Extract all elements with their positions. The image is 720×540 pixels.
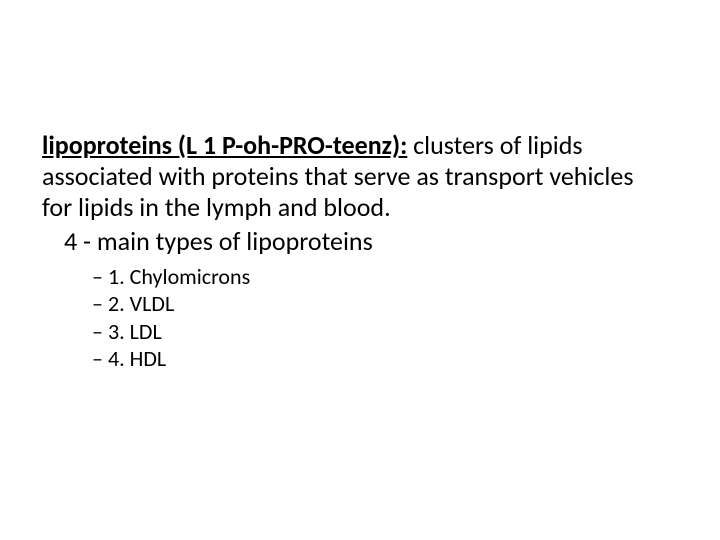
- subtitle-text: 4 - main types of lipoproteins: [42, 226, 660, 257]
- slide-body: lipoproteins (L 1 P-oh-PRO-teenz): clust…: [0, 0, 720, 540]
- list-item-text: 1. Chylomicrons: [108, 263, 250, 290]
- list-item: –1. Chylomicrons: [92, 263, 660, 291]
- list-item: –3. LDL: [92, 318, 660, 346]
- list-item: –4. HDL: [92, 345, 660, 373]
- types-list: –1. Chylomicrons –2. VLDL –3. LDL –4. HD…: [42, 263, 660, 373]
- bullet-dash-icon: –: [92, 290, 108, 318]
- list-item-text: 2. VLDL: [108, 290, 174, 317]
- bullet-dash-icon: –: [92, 263, 108, 291]
- bullet-dash-icon: –: [92, 318, 108, 346]
- term-label: lipoproteins (L 1 P-oh-PRO-teenz):: [42, 129, 407, 161]
- list-item-text: 3. LDL: [108, 318, 162, 345]
- list-item: –2. VLDL: [92, 290, 660, 318]
- definition-paragraph: lipoproteins (L 1 P-oh-PRO-teenz): clust…: [42, 130, 660, 224]
- list-item-text: 4. HDL: [108, 345, 166, 372]
- bullet-dash-icon: –: [92, 345, 108, 373]
